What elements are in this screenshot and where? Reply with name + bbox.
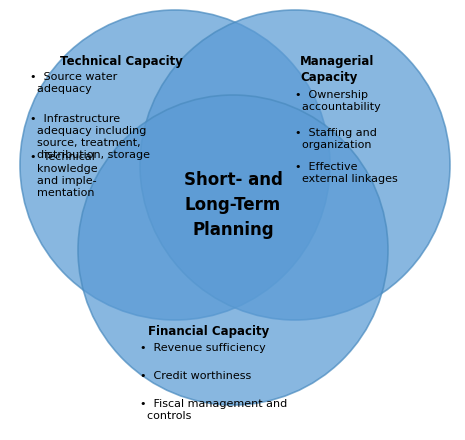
Text: •  Revenue sufficiency: • Revenue sufficiency <box>140 343 266 353</box>
Text: •  Source water
  adequacy: • Source water adequacy <box>30 72 117 94</box>
Text: •  Technical
  knowledge
  and imple-
  mentation: • Technical knowledge and imple- mentati… <box>30 152 98 198</box>
Circle shape <box>78 95 388 405</box>
Text: •  Effective
  external linkages: • Effective external linkages <box>295 162 398 184</box>
Text: Short- and
Long-Term
Planning: Short- and Long-Term Planning <box>184 171 282 239</box>
Text: •  Ownership
  accountability: • Ownership accountability <box>295 90 381 112</box>
Text: •  Infrastructure
  adequacy including
  source, treatment,
  distribution, stor: • Infrastructure adequacy including sour… <box>30 114 150 160</box>
Text: •  Credit worthiness: • Credit worthiness <box>140 371 251 381</box>
Text: •  Fiscal management and
  controls: • Fiscal management and controls <box>140 399 287 421</box>
Text: •  Staffing and
  organization: • Staffing and organization <box>295 128 377 150</box>
Circle shape <box>140 10 450 320</box>
Text: Financial Capacity: Financial Capacity <box>148 325 269 338</box>
Text: Technical Capacity: Technical Capacity <box>60 55 183 68</box>
Circle shape <box>20 10 330 320</box>
Text: Managerial
Capacity: Managerial Capacity <box>300 55 374 84</box>
